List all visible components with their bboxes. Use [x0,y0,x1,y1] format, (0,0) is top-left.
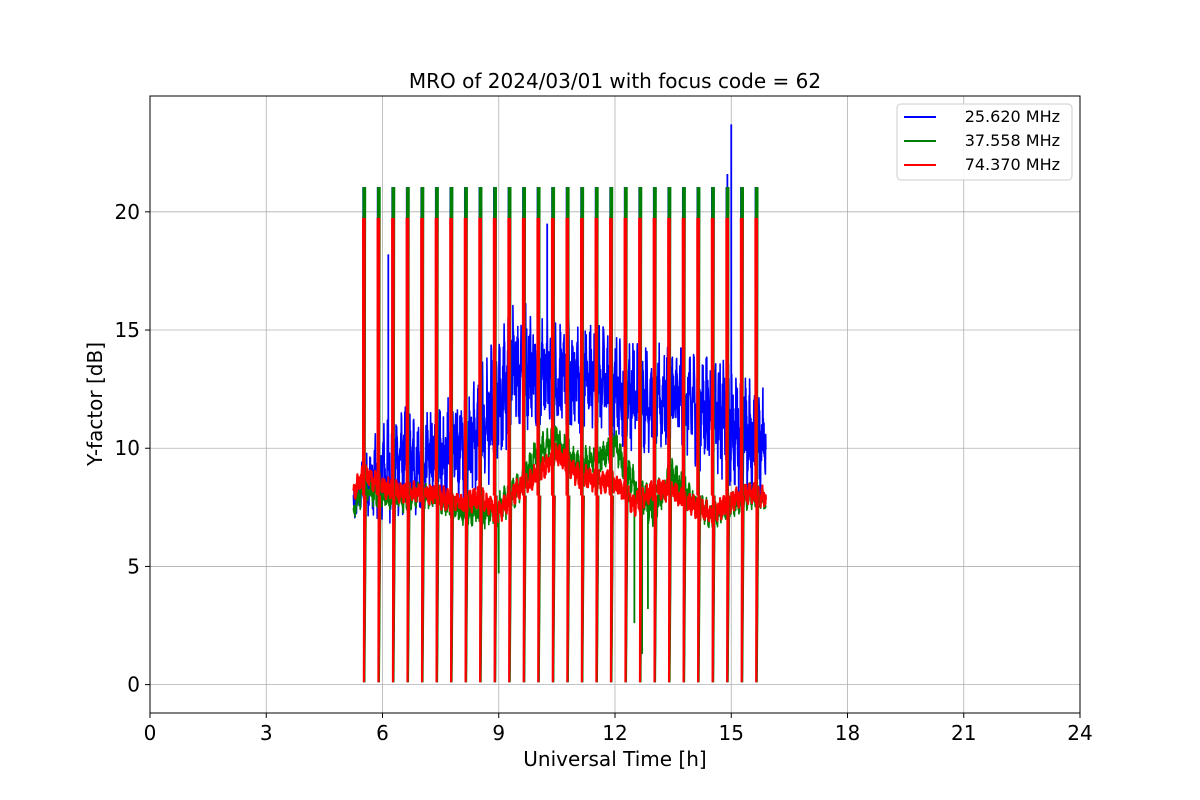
legend-label: 25.620 MHz [965,107,1060,126]
calibration-pulse [362,217,367,683]
calibration-pulse [420,217,425,683]
x-tick-label: 9 [492,721,505,745]
calibration-pulse [652,217,658,683]
x-tick-label: 21 [951,721,976,745]
calibration-pulse [492,217,498,683]
calibration-pulse [623,217,629,683]
x-axis-label: Universal Time [h] [523,747,706,771]
legend-box [896,103,1073,181]
calibration-pulse [434,217,440,683]
calibration-pulse [696,217,701,683]
ticks: 0 3 6 9 12 15 18 21 24 0 5 10 15 20 [115,200,1093,745]
calibration-pulse [478,217,483,683]
calibration-pulse [449,217,454,683]
calibration-pulse [565,217,570,683]
x-tick-label: 18 [835,721,860,745]
calibration-pulse [405,217,411,683]
calibration-pulse [594,217,599,683]
calibration-pulse [710,217,716,683]
x-tick-label: 3 [260,721,273,745]
y-tick-label: 15 [115,318,140,342]
calibration-pulse [536,217,541,683]
y-tick-label: 0 [127,673,140,697]
calibration-pulse [391,217,396,683]
legend: 25.620 MHz 37.558 MHz 74.370 MHz [896,103,1073,181]
calibration-pulse [376,217,382,683]
y-tick-label: 5 [127,554,140,578]
calibration-layer [362,187,760,683]
calibration-pulse [507,217,512,683]
calibration-pulse [739,217,745,683]
calibration-pulse [579,217,585,683]
calibration-pulse [667,217,672,683]
calibration-pulse [638,217,643,683]
x-tick-label: 12 [602,721,627,745]
x-tick-label: 0 [144,721,157,745]
legend-label: 37.558 MHz [965,131,1060,150]
x-tick-label: 15 [719,721,744,745]
x-tick-label: 24 [1067,721,1092,745]
x-tick-label: 6 [376,721,389,745]
calibration-pulse [754,217,759,683]
calibration-pulse [725,217,730,683]
calibration-pulse [550,217,556,683]
y-axis-label: Y-factor [dB] [83,342,107,467]
calibration-pulse [463,217,469,683]
legend-label: 74.370 MHz [965,155,1060,174]
y-tick-label: 10 [115,436,140,460]
y-tick-label: 20 [115,200,140,224]
calibration-pulse [521,217,527,683]
chart-title: MRO of 2024/03/01 with focus code = 62 [409,69,821,93]
calibration-pulse [609,217,614,683]
calibration-pulse [681,217,687,683]
